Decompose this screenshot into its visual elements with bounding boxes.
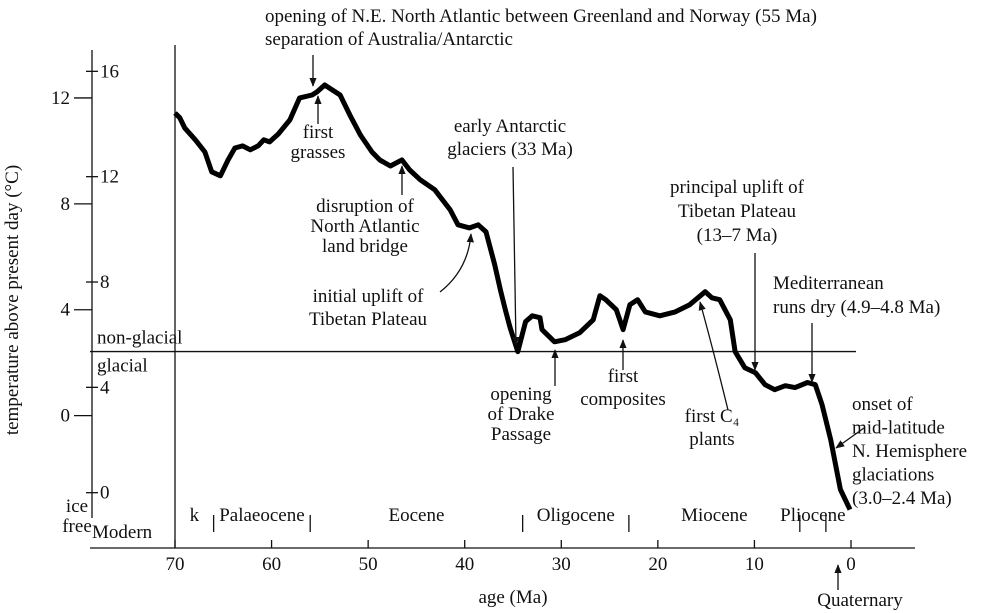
epoch-label: Quaternary bbox=[817, 590, 903, 611]
annotation: Mediterranean bbox=[773, 273, 884, 294]
x-tick-label: 10 bbox=[745, 554, 764, 575]
epoch-label: k bbox=[190, 505, 200, 526]
annotation: mid-latitude bbox=[852, 418, 945, 439]
annotation: (3.0–2.4 Ma) bbox=[852, 488, 952, 509]
x-tick-label: 30 bbox=[552, 554, 571, 575]
annotation: first bbox=[608, 366, 639, 387]
annotation: of Drake bbox=[488, 404, 555, 425]
temperature-line bbox=[173, 82, 853, 511]
annotation: glaciations bbox=[852, 465, 934, 486]
y-axis-label: temperature above present day (°C) bbox=[2, 165, 23, 435]
y2-tick-label: 16 bbox=[100, 61, 119, 82]
x-tick-label: 70 bbox=[166, 554, 185, 575]
x-axis-label: age (Ma) bbox=[478, 587, 547, 608]
annotation: opening bbox=[490, 384, 552, 405]
annotation: separation of Australia/Antarctic bbox=[265, 29, 513, 50]
arrow bbox=[835, 427, 865, 449]
annotation: North Atlantic bbox=[310, 216, 419, 237]
y2-tick-label: 8 bbox=[100, 272, 110, 293]
epoch-label: Eocene bbox=[388, 505, 444, 526]
ice-free-label: ice bbox=[66, 496, 88, 517]
y2-tick-label: 12 bbox=[100, 167, 119, 188]
annotation: Passage bbox=[491, 424, 551, 445]
annotation: glaciers (33 Ma) bbox=[447, 139, 573, 160]
annotation: N. Hemisphere bbox=[852, 441, 967, 462]
y2-tick-label: 4 bbox=[100, 377, 110, 398]
y2-tick-label: 0 bbox=[100, 483, 110, 504]
annotation: runs dry (4.9–4.8 Ma) bbox=[773, 297, 940, 318]
annotation: Tibetan Plateau bbox=[678, 201, 797, 222]
arrow bbox=[698, 301, 729, 411]
annotation: composites bbox=[580, 389, 666, 410]
annotation: (13–7 Ma) bbox=[697, 225, 778, 246]
arrow bbox=[439, 233, 474, 293]
epoch-label: Oligocene bbox=[537, 505, 615, 526]
threshold-label: non-glacial bbox=[97, 328, 182, 349]
annotation: Tibetan Plateau bbox=[309, 309, 428, 330]
annotation: first C₄ bbox=[685, 406, 740, 427]
x-tick-label: 0 bbox=[846, 554, 856, 575]
x-tick-label: 50 bbox=[359, 554, 378, 575]
annotation: land bridge bbox=[322, 236, 408, 257]
annotation: initial uplift of bbox=[313, 286, 424, 307]
y-tick-label: 8 bbox=[61, 194, 71, 215]
annotation: early Antarctic bbox=[454, 116, 566, 137]
epoch-label: Palaeocene bbox=[219, 505, 304, 526]
epoch-label: Pliocene bbox=[780, 505, 845, 526]
y-tick-label: 0 bbox=[61, 406, 71, 427]
annotation: opening of N.E. North Atlantic between G… bbox=[265, 6, 817, 27]
annotation: grasses bbox=[291, 142, 346, 163]
x-tick-label: 40 bbox=[455, 554, 474, 575]
threshold-label: glacial bbox=[97, 356, 148, 377]
epoch-label: Miocene bbox=[681, 505, 747, 526]
y-tick-label: 4 bbox=[61, 300, 71, 321]
annotation: onset of bbox=[852, 394, 913, 415]
x-tick-label: 60 bbox=[262, 554, 281, 575]
annotation: first bbox=[303, 122, 334, 143]
annotation: disruption of bbox=[316, 196, 414, 217]
modern-label: Modern bbox=[92, 522, 153, 543]
ice-free-label: free bbox=[62, 516, 92, 537]
x-tick-label: 20 bbox=[648, 554, 667, 575]
annotation: plants bbox=[689, 429, 734, 450]
y-tick-label: 12 bbox=[51, 88, 70, 109]
arrow bbox=[512, 166, 520, 346]
annotation: principal uplift of bbox=[670, 177, 805, 198]
